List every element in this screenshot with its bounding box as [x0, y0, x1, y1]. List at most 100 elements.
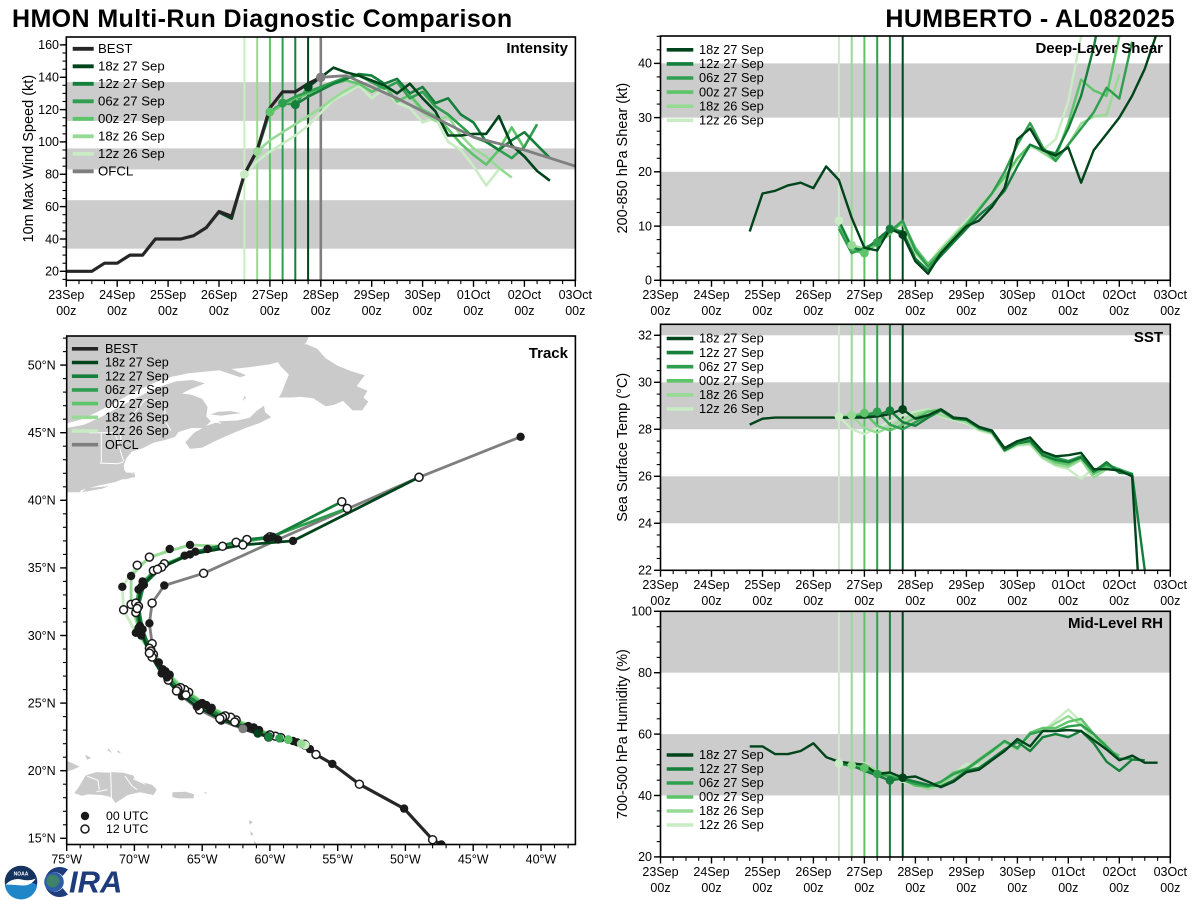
svg-text:00z: 00z	[956, 594, 976, 608]
svg-text:20°N: 20°N	[28, 764, 56, 778]
svg-text:Deep-Layer Shear: Deep-Layer Shear	[1035, 40, 1163, 57]
svg-text:00z: 00z	[803, 304, 823, 318]
svg-text:00z: 00z	[803, 594, 823, 608]
svg-text:00z: 00z	[1058, 881, 1078, 895]
svg-text:60: 60	[638, 727, 652, 741]
svg-text:00z: 00z	[854, 594, 874, 608]
svg-text:28Sep: 28Sep	[897, 578, 933, 592]
svg-text:24Sep: 24Sep	[693, 288, 729, 302]
svg-text:00z: 00z	[752, 594, 772, 608]
svg-text:75°W: 75°W	[51, 853, 82, 867]
svg-text:06z 27 Sep: 06z 27 Sep	[699, 70, 764, 85]
svg-text:140: 140	[38, 71, 59, 85]
svg-text:HUMBERTO - AL082025: HUMBERTO - AL082025	[885, 5, 1175, 33]
svg-text:20: 20	[638, 850, 652, 864]
svg-text:18z 27 Sep: 18z 27 Sep	[699, 42, 764, 57]
svg-text:00z: 00z	[1058, 594, 1078, 608]
svg-text:00z: 00z	[956, 881, 976, 895]
svg-text:00z: 00z	[1160, 594, 1180, 608]
svg-text:01Oct: 01Oct	[1052, 865, 1086, 879]
svg-text:00z 27 Sep: 00z 27 Sep	[98, 111, 165, 126]
svg-text:12z 27 Sep: 12z 27 Sep	[699, 56, 764, 71]
svg-text:00z: 00z	[413, 304, 433, 318]
svg-text:45°N: 45°N	[28, 426, 56, 440]
svg-text:27Sep: 27Sep	[846, 578, 882, 592]
svg-text:00z: 00z	[1160, 881, 1180, 895]
svg-text:00z: 00z	[854, 881, 874, 895]
svg-text:120: 120	[38, 103, 59, 117]
svg-text:00z: 00z	[650, 304, 670, 318]
svg-text:12z 27 Sep: 12z 27 Sep	[105, 369, 169, 383]
svg-text:00z: 00z	[1058, 304, 1078, 318]
svg-text:28Sep: 28Sep	[897, 865, 933, 879]
svg-text:100: 100	[631, 605, 652, 619]
svg-text:00z: 00z	[107, 304, 127, 318]
svg-text:OFCL: OFCL	[105, 438, 139, 452]
svg-text:00z: 00z	[260, 304, 280, 318]
svg-text:26Sep: 26Sep	[795, 865, 831, 879]
svg-text:27Sep: 27Sep	[252, 288, 288, 302]
svg-text:23Sep: 23Sep	[642, 865, 678, 879]
svg-text:00z: 00z	[701, 881, 721, 895]
svg-text:45°W: 45°W	[458, 853, 489, 867]
svg-text:26Sep: 26Sep	[795, 288, 831, 302]
svg-text:00z 27 Sep: 00z 27 Sep	[699, 84, 764, 99]
svg-text:70°W: 70°W	[119, 853, 150, 867]
svg-text:00z: 00z	[362, 304, 382, 318]
svg-text:00z 27 Sep: 00z 27 Sep	[699, 789, 764, 804]
svg-text:25Sep: 25Sep	[150, 288, 186, 302]
svg-text:SST: SST	[1134, 329, 1163, 346]
svg-text:00z: 00z	[650, 594, 670, 608]
svg-text:12z 26 Sep: 12z 26 Sep	[105, 424, 169, 438]
svg-text:02Oct: 02Oct	[1103, 578, 1137, 592]
svg-text:30Sep: 30Sep	[999, 865, 1035, 879]
svg-text:12z 27 Sep: 12z 27 Sep	[699, 761, 764, 776]
svg-text:30Sep: 30Sep	[999, 288, 1035, 302]
svg-text:00z: 00z	[1007, 304, 1027, 318]
svg-text:29Sep: 29Sep	[354, 288, 390, 302]
svg-text:29Sep: 29Sep	[948, 578, 984, 592]
svg-text:00z: 00z	[1109, 594, 1129, 608]
svg-text:18z 26 Sep: 18z 26 Sep	[699, 803, 764, 818]
svg-text:12z 26 Sep: 12z 26 Sep	[699, 113, 764, 128]
svg-text:00z: 00z	[1109, 304, 1129, 318]
svg-text:27Sep: 27Sep	[846, 865, 882, 879]
svg-text:40: 40	[45, 232, 59, 246]
svg-text:20: 20	[45, 265, 59, 279]
svg-text:26Sep: 26Sep	[201, 288, 237, 302]
svg-text:28Sep: 28Sep	[897, 288, 933, 302]
svg-text:00z: 00z	[565, 304, 585, 318]
svg-text:26Sep: 26Sep	[795, 578, 831, 592]
svg-text:06z 27 Sep: 06z 27 Sep	[98, 94, 165, 109]
svg-text:00z: 00z	[311, 304, 331, 318]
svg-text:25Sep: 25Sep	[744, 865, 780, 879]
svg-text:00z: 00z	[514, 304, 534, 318]
svg-text:24Sep: 24Sep	[99, 288, 135, 302]
svg-text:28Sep: 28Sep	[303, 288, 339, 302]
svg-text:40: 40	[638, 57, 652, 71]
svg-text:18z 27 Sep: 18z 27 Sep	[98, 59, 165, 74]
svg-text:00z: 00z	[905, 304, 925, 318]
svg-text:12z 27 Sep: 12z 27 Sep	[98, 76, 165, 91]
svg-text:OFCL: OFCL	[98, 164, 133, 179]
svg-text:Intensity: Intensity	[506, 40, 568, 57]
svg-text:00z: 00z	[701, 304, 721, 318]
svg-text:55°W: 55°W	[322, 853, 353, 867]
svg-text:Track: Track	[529, 345, 569, 362]
svg-text:00z 27 Sep: 00z 27 Sep	[105, 397, 169, 411]
svg-text:18z 26 Sep: 18z 26 Sep	[105, 411, 169, 425]
svg-text:00z: 00z	[803, 881, 823, 895]
svg-text:NOAA: NOAA	[14, 872, 29, 878]
svg-text:00z: 00z	[1007, 594, 1027, 608]
svg-text:00z: 00z	[1007, 881, 1027, 895]
svg-text:23Sep: 23Sep	[642, 578, 678, 592]
svg-text:80: 80	[638, 666, 652, 680]
svg-text:00z: 00z	[1109, 881, 1129, 895]
svg-text:200-850 hPa Shear (kt): 200-850 hPa Shear (kt)	[615, 83, 631, 234]
svg-text:15°N: 15°N	[28, 832, 56, 846]
svg-text:00z: 00z	[209, 304, 229, 318]
svg-text:100: 100	[38, 135, 59, 149]
svg-text:12z 26 Sep: 12z 26 Sep	[699, 401, 764, 416]
svg-text:65°W: 65°W	[187, 853, 218, 867]
svg-text:00z: 00z	[854, 304, 874, 318]
